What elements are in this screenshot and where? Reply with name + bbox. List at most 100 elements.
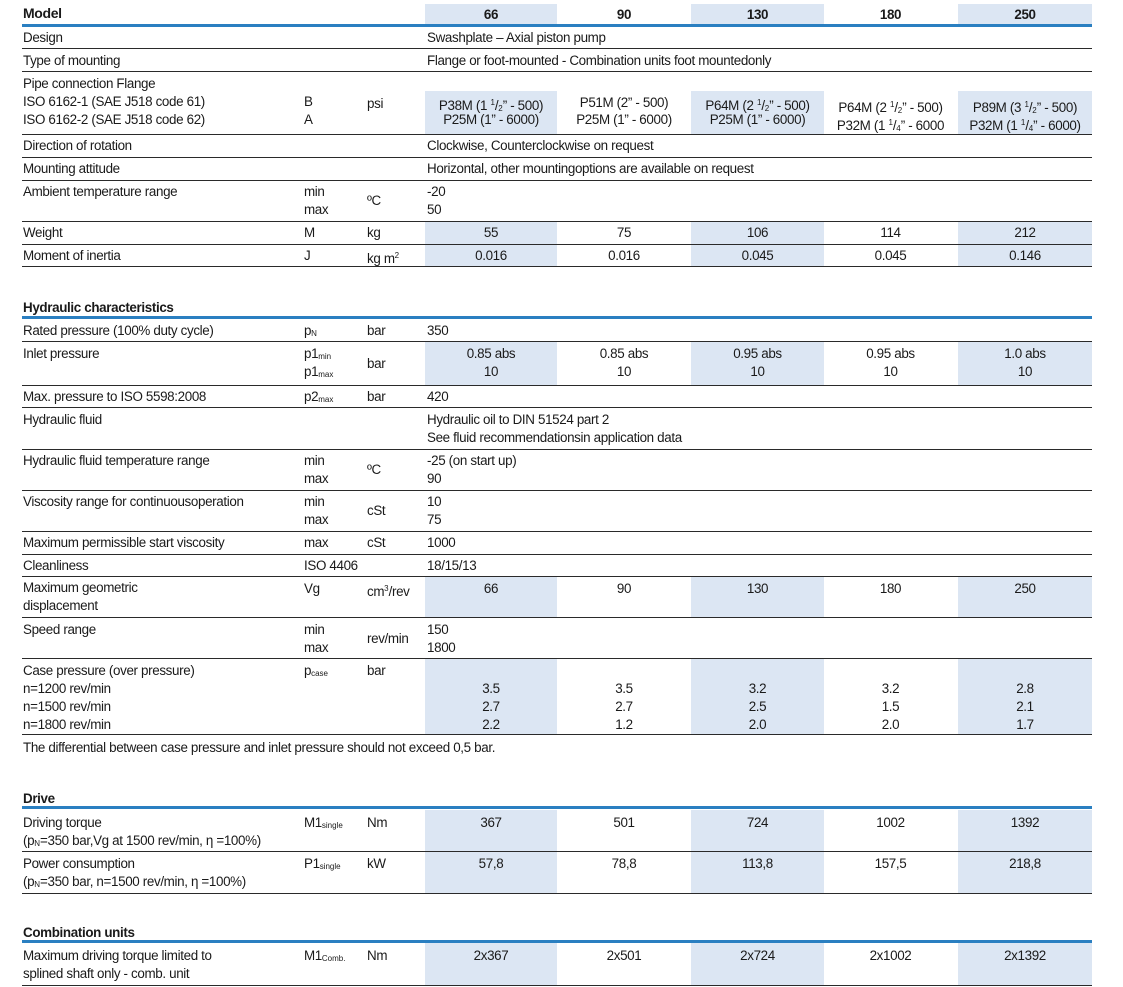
disp-130: 130 (746, 581, 769, 596)
case-row-1200: n=1200 rev/min (23, 681, 111, 696)
model-66: 66 (483, 7, 499, 22)
band-130-comb (691, 943, 824, 986)
power-90: 78,8 (611, 856, 637, 871)
power-180: 157,5 (874, 856, 907, 871)
start-visc-unit: cSt (367, 535, 386, 550)
case-row-1800: n=1800 rev/min (23, 717, 111, 732)
disp-90: 90 (616, 581, 632, 596)
model-250: 250 (1014, 7, 1036, 22)
row-rule (22, 157, 1092, 158)
inlet-max-90: 10 (616, 364, 632, 379)
power-label-1: Power consumption (23, 856, 135, 871)
viscosity-min: 10 (427, 494, 442, 509)
drive-title: Drive (23, 791, 55, 806)
ambient-min-label: min (304, 184, 325, 199)
case-label: Case pressure (over pressure) (23, 663, 195, 678)
pipe-b-180: P64M (2 1/2” - 500) (838, 100, 943, 115)
design-value: Swashplate – Axial piston pump (427, 30, 606, 45)
power-130: 113,8 (742, 856, 773, 871)
ambient-unit: ºC (367, 193, 381, 208)
comb-unit: Nm (367, 948, 388, 963)
model-180: 180 (879, 7, 902, 22)
pipe-b-90: P51M (2” - 500) (579, 95, 669, 110)
disp-180: 180 (879, 581, 902, 596)
row-rule (22, 180, 1092, 181)
band-250-top (958, 4, 1092, 26)
case-250-1500: 2.1 (1016, 699, 1034, 714)
row-rule (22, 734, 1092, 735)
pipe-iso2: ISO 6162-2 (SAE J518 code 62) (23, 112, 205, 127)
row-rule (22, 893, 1092, 894)
combination-title: Combination units (23, 925, 135, 940)
inertia-label: Moment of inertia (23, 248, 121, 263)
torque-symbol: M1single (304, 815, 343, 830)
row-rule (22, 985, 1092, 986)
inertia-90: 0.016 (608, 248, 640, 263)
hydraulic-title: Hydraulic characteristics (23, 300, 174, 315)
rated-value: 350 (427, 323, 449, 338)
disp-250: 250 (1014, 581, 1036, 596)
row-rule (22, 554, 1092, 555)
comb-90: 2x501 (606, 948, 642, 963)
maxp-label: Max. pressure to ISO 5598:2008 (23, 389, 207, 404)
viscosity-unit: cSt (367, 503, 386, 518)
inlet-min-66: 0.85 abs (466, 346, 516, 361)
inlet-sym-min: p1min (304, 346, 332, 361)
mounting-label: Type of mounting (23, 53, 121, 68)
maxp-symbol: p2max (304, 389, 334, 404)
fluid-temp-unit: ºC (367, 462, 381, 477)
case-90-1200: 3.5 (615, 681, 633, 696)
case-unit: bar (367, 663, 386, 678)
pipe-a-130: P25M (1” - 6000) (709, 112, 806, 127)
rotation-label: Direction of rotation (23, 138, 132, 153)
case-180-1500: 1.5 (881, 699, 900, 714)
pipe-label: Pipe connection Flange (23, 76, 156, 91)
comb-180: 2x1002 (869, 948, 912, 963)
inertia-180: 0.045 (874, 248, 907, 263)
speed-min-label: min (304, 622, 325, 637)
ambient-max-label: max (304, 202, 329, 217)
case-250-1200: 2.8 (1016, 681, 1034, 696)
start-visc-label: Maximum permissible start viscosity (23, 535, 225, 550)
case-90-1500: 2.7 (615, 699, 633, 714)
row-rule (22, 407, 1092, 408)
rule-combination (22, 940, 1092, 943)
pipe-b-250: P89M (3 1/2” - 500) (972, 100, 1078, 115)
pipe-sym-a: A (304, 112, 313, 127)
maxp-value: 420 (427, 389, 449, 404)
start-visc-value: 1000 (427, 535, 456, 550)
power-label-2: (pN=350 bar, n=1500 rev/min, η =100%) (23, 874, 246, 889)
torque-90: 501 (613, 815, 635, 830)
case-250-1800: 1.7 (1016, 717, 1034, 732)
torque-66: 367 (480, 815, 502, 830)
disp-symbol: Vg (304, 581, 320, 596)
torque-label-2: (pN=350 bar,Vg at 1500 rev/min, η =100%) (23, 833, 261, 848)
comb-130: 2x724 (740, 948, 775, 963)
fluid-line1: Hydraulic oil to DIN 51524 part 2 (427, 412, 609, 427)
pipe-unit: psi (367, 96, 384, 111)
model-label: Model (23, 5, 62, 21)
weight-130: 106 (746, 225, 769, 240)
model-130: 130 (746, 7, 769, 22)
band-66-disp (425, 576, 557, 617)
case-180-1800: 2.0 (881, 717, 900, 732)
disp-label-2: displacement (23, 598, 98, 613)
inlet-max-66: 10 (483, 364, 499, 379)
band-66-pipe (425, 91, 557, 134)
weight-90: 75 (616, 225, 632, 240)
weight-66: 55 (483, 225, 499, 240)
band-66-top (425, 4, 557, 26)
pipe-a-180: P32M (1 1/4” - 6000 (836, 118, 945, 133)
inlet-label: Inlet pressure (23, 346, 100, 361)
row-rule (22, 658, 1092, 659)
design-label: Design (23, 30, 63, 45)
row-rule (22, 576, 1092, 577)
speed-unit: rev/min (367, 631, 409, 646)
fluid-temp-max-label: max (304, 471, 329, 486)
row-rule (22, 266, 1092, 267)
ambient-max: 50 (427, 202, 442, 217)
rated-label: Rated pressure (100% duty cycle) (23, 323, 214, 338)
comb-label-1: Maximum driving torque limited to (23, 948, 212, 963)
fluid-label: Hydraulic fluid (23, 412, 102, 427)
disp-label-1: Maximum geometric (23, 580, 138, 595)
